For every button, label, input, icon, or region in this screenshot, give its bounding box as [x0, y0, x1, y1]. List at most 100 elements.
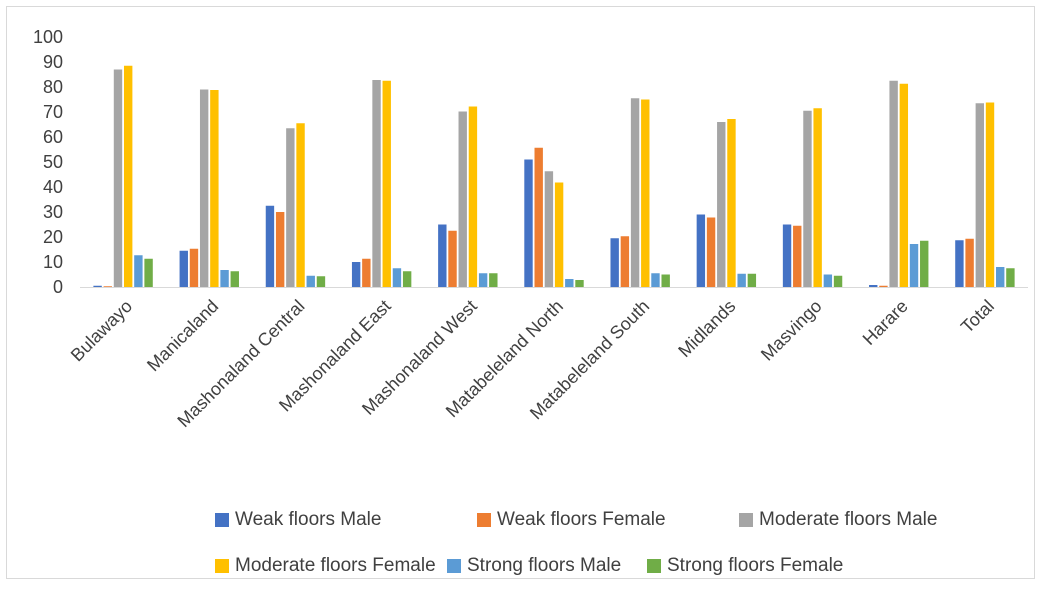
legend-label: Weak floors Male [235, 509, 382, 530]
bar [717, 122, 726, 287]
y-tick-label: 40 [43, 177, 63, 197]
bar [661, 274, 670, 287]
legend-swatch [477, 513, 491, 527]
bar [392, 268, 402, 287]
bar [737, 273, 746, 287]
bar [696, 214, 706, 287]
bar [458, 111, 467, 287]
bar [179, 250, 188, 287]
bar [296, 123, 305, 287]
y-tick-label: 50 [43, 152, 63, 172]
bar [93, 285, 102, 287]
bar [402, 271, 412, 287]
legend-item-moderate-male: Moderate floors Male [739, 509, 937, 531]
bar [965, 238, 974, 287]
bar [544, 171, 554, 287]
bar [909, 244, 919, 287]
bar [306, 275, 315, 287]
bar [920, 240, 929, 287]
legend-item-weak-male: Weak floors Male [215, 509, 477, 531]
bars [93, 65, 1015, 288]
bar [265, 205, 275, 287]
bar [554, 182, 564, 287]
bar [630, 98, 640, 287]
bar [144, 258, 153, 287]
bar [1006, 268, 1015, 287]
bar [727, 119, 736, 287]
bar [286, 128, 295, 287]
legend-item-weak-female: Weak floors Female [477, 509, 739, 531]
bar [534, 147, 543, 287]
legend-label: Moderate floors Male [759, 509, 938, 530]
bar [823, 274, 833, 287]
legend-item-strong-female: Strong floors Female [647, 555, 843, 577]
x-tick-label: Total [957, 296, 998, 337]
legend-swatch [215, 559, 229, 573]
bar [189, 248, 199, 287]
y-tick-label: 60 [43, 127, 63, 147]
bar [372, 80, 381, 287]
x-tick-label: Midlands [674, 296, 739, 361]
bar [438, 224, 447, 287]
bar [782, 224, 792, 287]
bar [489, 273, 498, 287]
bar [869, 285, 878, 287]
bar [275, 212, 285, 287]
bar [123, 65, 133, 287]
bar [610, 238, 619, 287]
x-tick-label: Harare [859, 296, 912, 349]
y-tick-label: 90 [43, 52, 63, 72]
y-tick-label: 0 [53, 277, 63, 297]
bar [199, 89, 209, 287]
bar [793, 225, 802, 287]
bar [747, 273, 757, 287]
y-tick-label: 20 [43, 227, 63, 247]
bar [316, 276, 326, 287]
bar [210, 90, 219, 287]
bar [468, 106, 478, 287]
legend-swatch [215, 513, 229, 527]
y-tick-label: 10 [43, 252, 63, 272]
x-tick-label: Bulawayo [67, 296, 136, 365]
bar [833, 275, 843, 287]
bar [975, 103, 985, 287]
bar [575, 280, 584, 287]
legend-label: Strong floors Female [667, 555, 844, 576]
bar [803, 110, 812, 287]
legend-swatch [447, 559, 461, 573]
bar [620, 236, 630, 287]
bar [382, 80, 391, 287]
bar [362, 258, 371, 287]
bar [985, 102, 995, 287]
x-tick-label: Manicaland [143, 296, 222, 375]
bar [706, 217, 716, 287]
bar [651, 273, 660, 287]
legend: Weak floors Male Weak floors Female Mode… [215, 497, 955, 589]
bar [813, 108, 822, 287]
bar [351, 262, 361, 287]
y-tick-label: 30 [43, 202, 63, 222]
legend-label: Moderate floors Female [235, 555, 436, 576]
bar [134, 255, 143, 287]
bar [103, 286, 112, 288]
bar [448, 230, 457, 287]
bar [230, 271, 239, 287]
bar [641, 99, 650, 287]
y-axis: 0 10 20 30 40 50 60 70 80 90 100 [33, 27, 63, 297]
legend-label: Weak floors Female [497, 509, 666, 530]
x-tick-label: Masvingo [757, 296, 826, 365]
legend-row-1: Weak floors Male Weak floors Female Mode… [215, 497, 955, 543]
chart-frame [6, 6, 1035, 579]
legend-row-2: Moderate floors Female Strong floors Mal… [215, 543, 955, 589]
legend-item-moderate-female: Moderate floors Female [215, 555, 447, 577]
bar [879, 285, 888, 287]
bar [899, 83, 909, 287]
bar [113, 69, 123, 287]
legend-swatch [647, 559, 661, 573]
bar [565, 279, 574, 287]
bar [889, 80, 898, 287]
bar [955, 240, 964, 287]
bar [524, 159, 533, 287]
